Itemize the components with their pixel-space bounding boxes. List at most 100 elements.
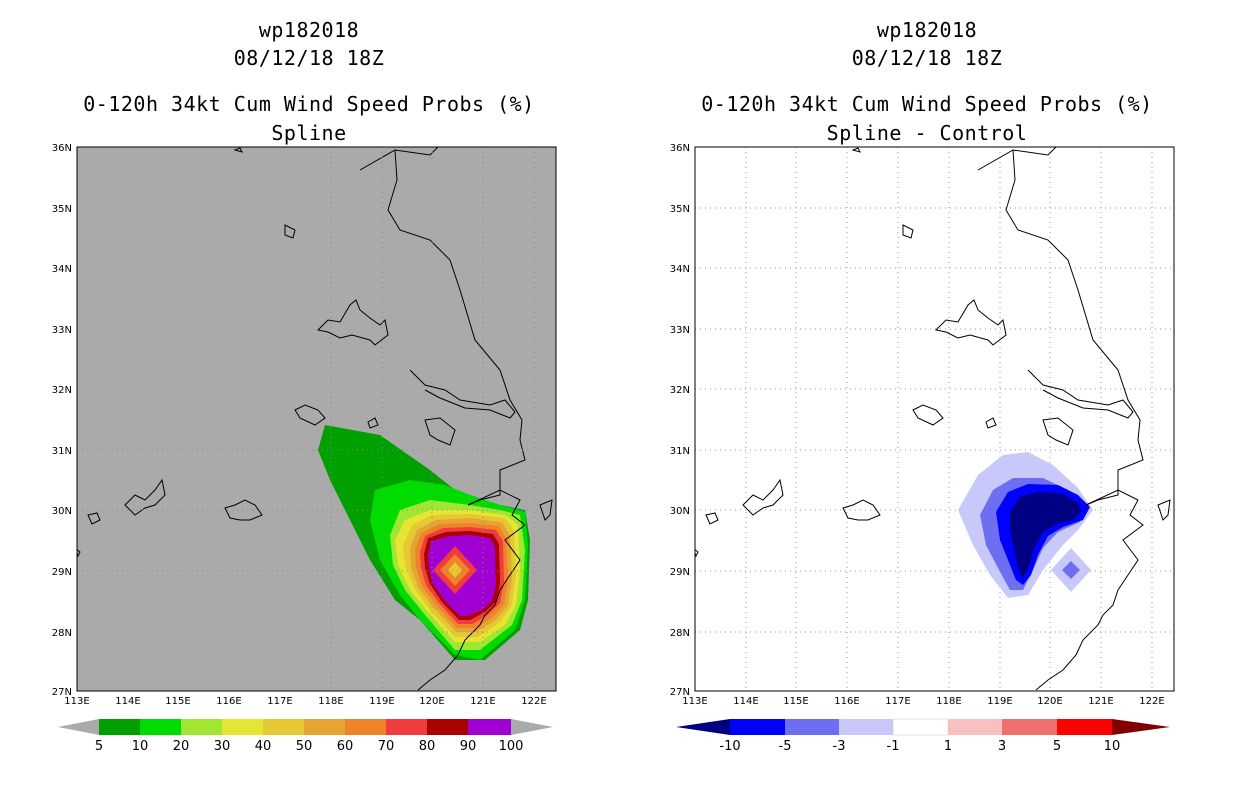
grid-lines xyxy=(77,147,556,691)
colorbar-label: 40 xyxy=(255,739,272,754)
colorbar-label: 5 xyxy=(1053,739,1061,754)
difference-colorbar: -10 -5 -3 -1 1 3 5 10 xyxy=(676,718,1170,754)
lon-label: 121E xyxy=(470,696,495,707)
probability-colorbar: 5 10 20 30 40 50 60 70 80 90 100 xyxy=(58,719,553,754)
lon-label: 118E xyxy=(936,696,961,707)
left-panel: wp182018 08/12/18 18Z 0-120h 34kt Cum Wi… xyxy=(52,18,557,754)
longitude-labels: 113E 114E 115E 116E 117E 118E 119E 120E … xyxy=(682,696,1164,707)
lon-label: 117E xyxy=(267,696,292,707)
colorbar-swatch xyxy=(893,719,948,735)
lat-label: 29N xyxy=(52,567,72,578)
colorbar-swatch xyxy=(427,719,468,735)
variant-title: Spline xyxy=(271,121,347,145)
colorbar-swatch xyxy=(99,719,140,735)
map-frame xyxy=(76,146,557,692)
colorbar-low-arrow xyxy=(58,719,99,735)
lat-label: 28N xyxy=(670,628,690,639)
colorbar-swatch xyxy=(386,719,427,735)
colorbar-swatch xyxy=(839,719,893,735)
lon-label: 114E xyxy=(733,696,758,707)
lat-label: 35N xyxy=(670,204,690,215)
colorbar-neutral-outline xyxy=(892,718,949,736)
lat-label: 36N xyxy=(52,143,72,154)
colorbar-swatch xyxy=(140,719,181,735)
grid-lines xyxy=(695,147,1174,691)
difference-contours xyxy=(958,452,1093,598)
colorbar-high-arrow xyxy=(511,719,553,735)
lon-label: 122E xyxy=(521,696,546,707)
lat-label: 36N xyxy=(670,143,690,154)
lon-label: 118E xyxy=(318,696,343,707)
lon-label: 116E xyxy=(216,696,241,707)
lat-label: 34N xyxy=(670,264,690,275)
colorbar-label: 70 xyxy=(378,739,395,754)
colorbar-swatch xyxy=(222,719,263,735)
lat-label: 32N xyxy=(670,385,690,396)
colorbar-label: 3 xyxy=(998,739,1006,754)
colorbar-label: -5 xyxy=(779,739,792,754)
secondary-minus3-to-minus5 xyxy=(1062,561,1080,579)
variant-title: Spline - Control xyxy=(826,121,1028,145)
lon-label: 113E xyxy=(64,696,89,707)
map-frame xyxy=(694,146,1175,692)
lat-label: 33N xyxy=(52,325,72,336)
colorbar-label: 60 xyxy=(337,739,354,754)
lon-label: 114E xyxy=(115,696,140,707)
lat-label: 29N xyxy=(670,567,690,578)
colorbar-swatch xyxy=(948,719,1002,735)
lon-label: 121E xyxy=(1088,696,1113,707)
colorbar-label: 80 xyxy=(419,739,436,754)
map-background xyxy=(695,147,1174,691)
date-title: 08/12/18 18Z xyxy=(851,46,1003,70)
contour-below-minus10 xyxy=(1010,492,1081,578)
lat-label: 30N xyxy=(670,506,690,517)
date-title: 08/12/18 18Z xyxy=(233,46,385,70)
colorbar-label: 30 xyxy=(214,739,231,754)
colorbar-swatch xyxy=(785,719,839,735)
colorbar-label: 1 xyxy=(944,739,952,754)
product-title: 0-120h 34kt Cum Wind Speed Probs (%) xyxy=(83,92,535,116)
colorbar-label: 10 xyxy=(132,739,149,754)
colorbar-low-arrow xyxy=(676,719,730,735)
colorbar-high-arrow xyxy=(1112,719,1170,735)
lat-label: 33N xyxy=(670,325,690,336)
lon-label: 115E xyxy=(783,696,808,707)
product-title: 0-120h 34kt Cum Wind Speed Probs (%) xyxy=(701,92,1153,116)
colorbar-swatch xyxy=(1002,719,1057,735)
right-panel: wp182018 08/12/18 18Z 0-120h 34kt Cum Wi… xyxy=(618,0,1236,800)
colorbar-swatch xyxy=(730,719,785,735)
lat-label: 27N xyxy=(670,687,690,698)
lat-label: 31N xyxy=(670,446,690,457)
colorbar-label: 20 xyxy=(173,739,190,754)
lat-label: 34N xyxy=(52,264,72,275)
longitude-labels: 113E 114E 115E 116E 117E 118E 119E 120E … xyxy=(64,696,546,707)
storm-id-title: wp182018 xyxy=(258,18,360,42)
right-map: 36N 35N 34N 33N 32N 31N 30N 29N 28N 27N … xyxy=(670,143,1175,754)
left-map: 36N 35N 34N 33N 32N 31N 30N 29N 28N 27N … xyxy=(52,143,557,754)
lon-label: 119E xyxy=(369,696,394,707)
lon-label: 117E xyxy=(885,696,910,707)
colorbar-label: 5 xyxy=(95,739,103,754)
colorbar-swatch xyxy=(1057,719,1112,735)
colorbar-swatch xyxy=(263,719,304,735)
lon-label: 122E xyxy=(1139,696,1164,707)
colorbar-label: 90 xyxy=(460,739,477,754)
lon-label: 119E xyxy=(987,696,1012,707)
lat-label: 31N xyxy=(52,446,72,457)
latitude-labels: 36N 35N 34N 33N 32N 31N 30N 29N 28N 27N xyxy=(670,143,690,698)
lon-label: 115E xyxy=(165,696,190,707)
colorbar-label: 10 xyxy=(1104,739,1121,754)
colorbar-label: 100 xyxy=(499,739,524,754)
lon-label: 116E xyxy=(834,696,859,707)
colorbar-label: -3 xyxy=(833,739,846,754)
colorbar-swatch xyxy=(468,719,511,735)
colorbar-swatch xyxy=(345,719,386,735)
lat-label: 28N xyxy=(52,628,72,639)
lon-label: 120E xyxy=(419,696,444,707)
colorbar-swatch xyxy=(304,719,345,735)
colorbar-swatch xyxy=(181,719,222,735)
latitude-labels: 36N 35N 34N 33N 32N 31N 30N 29N 28N 27N xyxy=(52,143,72,698)
probability-contours xyxy=(318,425,530,660)
lon-label: 113E xyxy=(682,696,707,707)
peak-diamond-inner xyxy=(448,562,462,578)
